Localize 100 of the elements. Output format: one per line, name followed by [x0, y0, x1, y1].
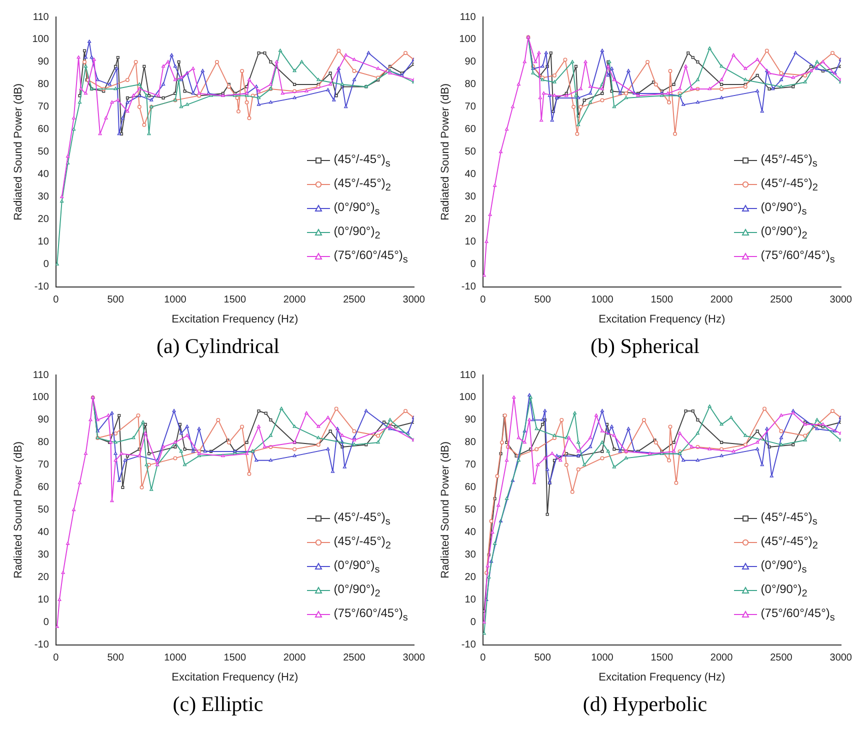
- y-tick-label: 50: [464, 146, 476, 158]
- y-tick-label: 100: [459, 34, 476, 46]
- x-tick-label: 2500: [343, 652, 366, 664]
- x-axis-title: Excitation Frequency (Hz): [598, 671, 726, 684]
- y-tick-label: 60: [38, 482, 50, 494]
- legend-label: (0°/90°)$_{2}$: [760, 582, 808, 600]
- y-tick-label: 50: [464, 504, 476, 516]
- y-tick-label: 30: [38, 192, 50, 203]
- x-axis-title: Excitation Frequency (Hz): [598, 313, 726, 326]
- y-axis-title: Radiated Sound Power (dB): [440, 83, 452, 220]
- legend-label: (0°/90°)$_{s}$: [760, 200, 807, 218]
- x-tick-label: 1500: [224, 652, 246, 664]
- legend-label: (0°/90°)$_{s}$: [760, 558, 807, 576]
- y-tick-label: -10: [461, 282, 476, 293]
- y-tick-label: 80: [38, 437, 50, 448]
- legend-label: (45°/-45°)$_{s}$: [334, 510, 390, 528]
- legend-label: (0°/90°)$_{2}$: [334, 224, 380, 242]
- x-tick-label: 2000: [283, 652, 306, 664]
- y-tick-label: 10: [464, 236, 476, 248]
- x-tick-label: 0: [53, 294, 60, 306]
- y-tick-label: 90: [464, 414, 476, 426]
- y-tick-label: 60: [464, 482, 476, 494]
- x-tick-label: 1000: [591, 294, 614, 306]
- y-tick-label: 90: [38, 414, 50, 426]
- y-tick-label: 10: [464, 594, 476, 606]
- y-tick-label: 90: [38, 56, 50, 68]
- y-tick-label: 100: [32, 392, 50, 404]
- x-tick-label: 0: [53, 652, 60, 664]
- x-tick-label: 2000: [710, 294, 734, 306]
- x-tick-label: 500: [107, 652, 124, 664]
- x-tick-label: 2500: [343, 294, 366, 306]
- y-axis-title: Radiated Sound Power (dB): [12, 441, 25, 578]
- x-tick-label: 1000: [591, 652, 614, 664]
- y-tick-label: -10: [34, 640, 50, 651]
- y-tick-label: 110: [32, 12, 50, 23]
- y-tick-label: 70: [464, 102, 476, 113]
- legend-label: (75°/60°/45°)$_{s}$: [334, 606, 408, 624]
- legend-label: (45°/-45°)$_{2}$: [334, 534, 391, 552]
- legend-label: (0°/90°)$_{s}$: [334, 200, 380, 218]
- y-tick-label: 30: [464, 192, 476, 203]
- y-tick-label: 110: [460, 12, 476, 23]
- y-tick-label: 0: [43, 259, 50, 270]
- y-tick-label: 50: [38, 146, 50, 158]
- y-tick-label: 80: [38, 79, 50, 90]
- y-tick-label: 40: [38, 527, 50, 538]
- legend-label: (75°/60°/45°)$_{s}$: [334, 248, 408, 266]
- y-tick-label: 40: [38, 169, 50, 180]
- legend-label: (75°/60°/45°)$_{s}$: [760, 606, 835, 624]
- y-tick-label: 80: [464, 79, 476, 90]
- x-tick-label: 1000: [164, 294, 187, 306]
- y-tick-label: 0: [470, 617, 476, 628]
- y-tick-label: 30: [38, 550, 50, 561]
- x-tick-label: 3000: [402, 652, 426, 664]
- y-tick-label: 20: [464, 572, 476, 584]
- y-tick-label: 50: [38, 504, 50, 516]
- legend-label: (45°/-45°)$_{2}$: [760, 176, 818, 194]
- x-axis-title: Excitation Frequency (Hz): [172, 313, 298, 326]
- x-tick-label: 3000: [830, 652, 852, 664]
- y-tick-label: 110: [32, 370, 50, 381]
- text: (b) Spherical: [589, 333, 701, 360]
- y-axis-title: Radiated Sound Power (dB): [440, 441, 452, 578]
- y-tick-label: 100: [32, 34, 50, 46]
- x-tick-label: 2500: [770, 652, 793, 664]
- x-tick-label: 2000: [283, 294, 306, 306]
- y-tick-label: 70: [38, 460, 50, 471]
- legend-label: (45°/-45°)$_{s}$: [760, 510, 818, 528]
- legend-label: (75°/60°/45°)$_{s}$: [760, 248, 835, 266]
- y-tick-label: 10: [38, 236, 50, 248]
- y-axis-title: Radiated Sound Power (dB): [12, 83, 25, 220]
- x-tick-label: 3000: [402, 294, 426, 306]
- legend-label: (45°/-45°)$_{s}$: [760, 152, 818, 170]
- x-tick-label: 0: [480, 294, 486, 306]
- x-tick-label: 0: [480, 652, 486, 664]
- text: (c) Elliptic: [172, 691, 264, 718]
- x-tick-label: 500: [534, 652, 552, 664]
- x-axis-title: Excitation Frequency (Hz): [172, 671, 298, 684]
- y-tick-label: -10: [461, 640, 476, 651]
- text: (d) Hyperbolic: [582, 691, 708, 718]
- y-tick-label: 0: [470, 259, 476, 270]
- x-tick-label: 3000: [830, 294, 852, 306]
- y-tick-label: 110: [460, 370, 476, 381]
- y-tick-label: 0: [43, 617, 50, 628]
- legend-label: (45°/-45°)$_{2}$: [334, 176, 391, 194]
- y-tick-label: 40: [464, 527, 476, 538]
- legend-label: (0°/90°)$_{2}$: [760, 224, 808, 242]
- y-tick-label: 100: [459, 392, 476, 404]
- y-tick-label: 60: [464, 124, 476, 136]
- legend-label: (0°/90°)$_{2}$: [334, 582, 380, 600]
- y-tick-label: 70: [464, 460, 476, 471]
- legend-label: (45°/-45°)$_{2}$: [760, 534, 818, 552]
- text: (a) Cylindrical: [155, 333, 281, 360]
- y-tick-label: 20: [38, 214, 50, 226]
- y-tick-label: -10: [34, 282, 50, 293]
- x-tick-label: 1500: [650, 652, 674, 664]
- legend-label: (0°/90°)$_{s}$: [334, 558, 380, 576]
- x-tick-label: 2500: [770, 294, 793, 306]
- y-tick-label: 90: [464, 56, 476, 68]
- x-tick-label: 1500: [650, 294, 674, 306]
- y-tick-label: 80: [464, 437, 476, 448]
- y-tick-label: 30: [464, 550, 476, 561]
